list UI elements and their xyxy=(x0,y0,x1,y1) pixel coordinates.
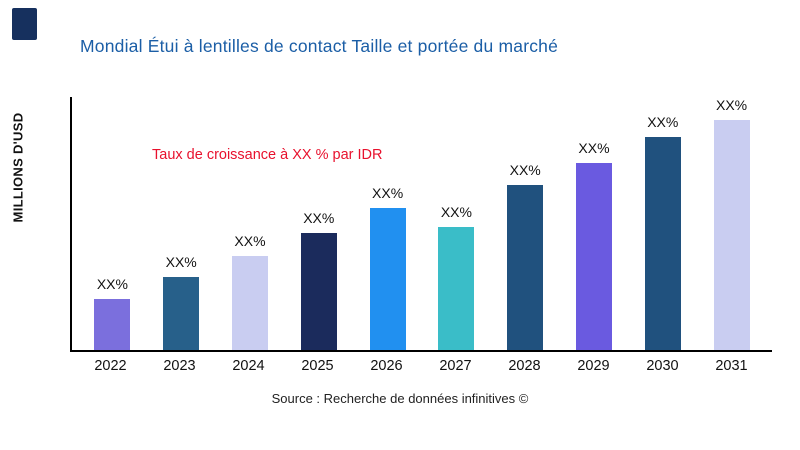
bar-value-label-2029: XX% xyxy=(578,139,610,156)
bar-group-2026: XX% xyxy=(353,97,422,350)
bar-value-label-2030: XX% xyxy=(647,114,679,131)
bar-group-2029: XX% xyxy=(560,97,629,350)
growth-rate-annotation: Taux de croissance à XX % par IDR xyxy=(152,147,383,163)
bar-2025 xyxy=(300,232,337,350)
bar-value-label-2028: XX% xyxy=(509,162,541,179)
x-tick-2029: 2029 xyxy=(577,358,610,374)
x-tick-2023: 2023 xyxy=(163,358,196,374)
bar-group-2022: XX% xyxy=(78,97,147,350)
bar-value-label-2023: XX% xyxy=(165,254,197,271)
source-text: Source : Recherche de données infinitive… xyxy=(271,391,529,406)
bar-2027 xyxy=(438,226,475,350)
bar-2022 xyxy=(94,299,131,350)
bar-group-2024: XX% xyxy=(216,97,285,350)
x-tick-2030: 2030 xyxy=(646,358,679,374)
bar-value-label-2027: XX% xyxy=(440,203,472,220)
bar-value-label-2024: XX% xyxy=(234,232,266,249)
bars: XX% XX% XX% XX% XX% XX% XX% XX% XX% XX% xyxy=(72,97,772,350)
bar-value-label-2025: XX% xyxy=(303,209,335,226)
x-axis-labels: 2022 2023 2024 2025 2026 2027 2028 2029 2030 2031 xyxy=(70,358,772,374)
bar-2023 xyxy=(163,277,200,350)
x-tick-2022: 2022 xyxy=(94,358,127,374)
x-tick-2031: 2031 xyxy=(715,358,748,374)
bar-group-2031: XX% xyxy=(697,97,766,350)
bar-group-2027: XX% xyxy=(422,97,491,350)
x-tick-2027: 2027 xyxy=(439,358,472,374)
bar-2030 xyxy=(644,137,681,350)
bar-2024 xyxy=(231,255,268,350)
x-tick-2028: 2028 xyxy=(508,358,541,374)
bar-value-label-2026: XX% xyxy=(372,185,404,202)
bar-value-label-2031: XX% xyxy=(716,97,748,113)
bar-2029 xyxy=(575,162,612,350)
plot-area: Taux de croissance à XX % par IDR XX% XX%… xyxy=(70,97,772,352)
chart-title: Mondial Étui à lentilles de contact Tail… xyxy=(80,36,559,56)
bar-group-2025: XX% xyxy=(284,97,353,350)
bar-group-2023: XX% xyxy=(147,97,216,350)
bar-2028 xyxy=(507,185,544,350)
x-tick-2025: 2025 xyxy=(301,358,334,374)
brand-logo xyxy=(12,8,37,40)
bar-group-2030: XX% xyxy=(628,97,697,350)
y-axis-label: MILLIONS D'USD xyxy=(10,112,26,223)
bar-2031 xyxy=(713,120,750,350)
x-tick-2024: 2024 xyxy=(232,358,265,374)
bar-2026 xyxy=(369,208,406,350)
x-tick-2026: 2026 xyxy=(370,358,403,374)
bar-value-label-2022: XX% xyxy=(96,276,128,293)
bar-group-2028: XX% xyxy=(491,97,560,350)
